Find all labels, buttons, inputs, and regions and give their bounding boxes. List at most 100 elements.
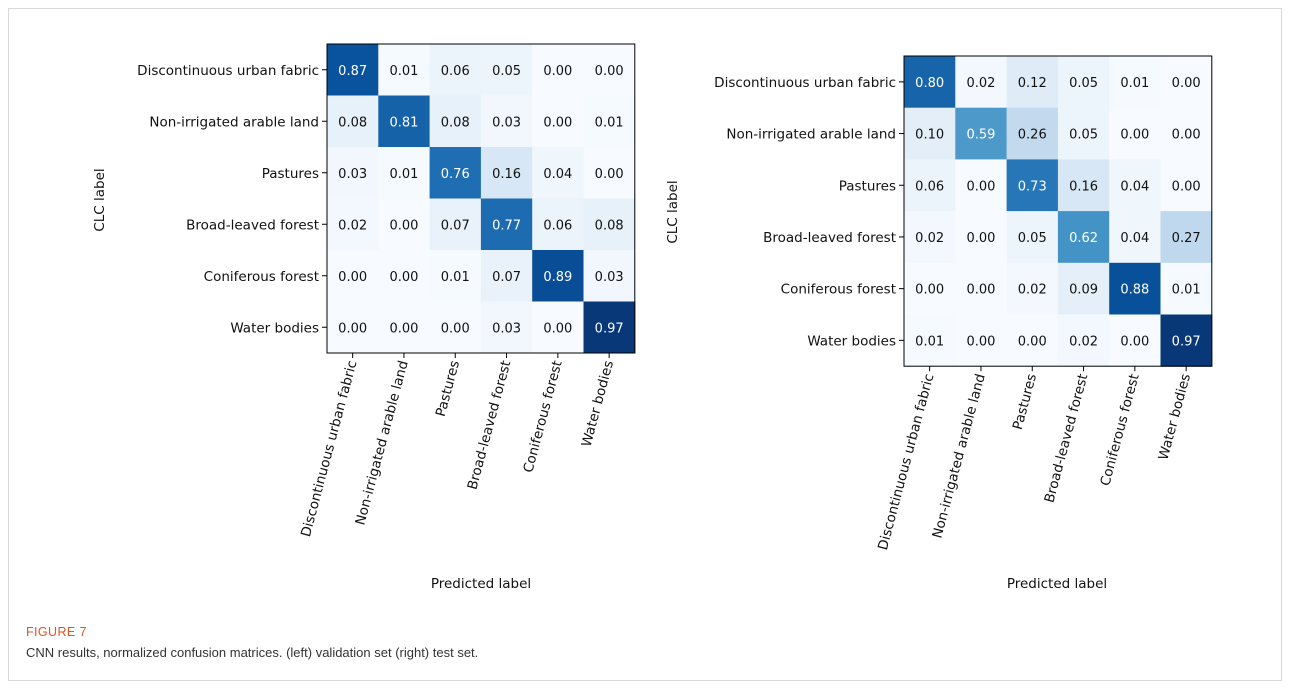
heatmap-cell — [327, 301, 379, 354]
x-tick-label: Coniferous forest — [1097, 372, 1142, 488]
cell-value-label: 0.08 — [338, 115, 367, 130]
cell-value-label: 0.00 — [1172, 128, 1201, 143]
heatmap-cell — [1109, 56, 1161, 109]
cell-value-label: 0.01 — [1172, 283, 1201, 298]
cell-value-label: 0.87 — [338, 64, 367, 79]
y-tick-label: Broad-leaved forest — [186, 217, 319, 233]
cell-value-label: 0.02 — [1018, 283, 1047, 298]
heatmap-cell — [955, 107, 1008, 160]
x-tick-label: Broad-leaved forest — [465, 359, 515, 491]
cell-value-label: 0.04 — [1120, 179, 1149, 194]
cell-value-label: 0.00 — [1120, 128, 1149, 143]
cell-value-label: 0.00 — [389, 270, 418, 285]
x-tick-label: Water bodies — [1156, 372, 1194, 462]
x-tick-label: Water bodies — [579, 359, 617, 449]
heatmap-cell — [1160, 262, 1213, 315]
cell-value-label: 0.00 — [915, 283, 944, 298]
heatmap-cell — [429, 198, 482, 251]
cell-value-label: 0.00 — [1120, 334, 1149, 349]
cell-value-label: 0.89 — [543, 270, 572, 285]
y-tick-label: Pastures — [262, 166, 319, 182]
heatmap-cell — [955, 262, 1008, 315]
heatmap-cell — [1160, 56, 1213, 109]
cell-value-label: 0.27 — [1172, 231, 1201, 246]
heatmap-cell — [904, 107, 956, 160]
heatmap-cell — [378, 198, 431, 251]
cell-value-label: 0.00 — [389, 218, 418, 233]
cell-value-label: 0.02 — [1069, 334, 1098, 349]
cell-value-label: 0.00 — [338, 270, 367, 285]
y-tick-label: Pastures — [839, 178, 896, 194]
heatmap-cell — [1006, 262, 1059, 315]
cell-value-label: 0.05 — [1069, 76, 1098, 91]
cell-value-label: 0.01 — [389, 64, 418, 79]
cell-value-label: 0.06 — [543, 218, 572, 233]
heatmap-cell — [904, 211, 956, 264]
cell-value-label: 0.00 — [595, 64, 624, 79]
heatmap-cell — [480, 95, 533, 148]
cell-value-label: 0.02 — [338, 218, 367, 233]
heatmap-cell — [532, 198, 584, 251]
cell-value-label: 0.06 — [915, 179, 944, 194]
cell-value-label: 0.00 — [966, 283, 995, 298]
heatmap-cell — [1160, 107, 1213, 160]
cell-value-label: 0.01 — [441, 270, 470, 285]
heatmap-cell — [1006, 211, 1059, 264]
cell-value-label: 0.06 — [441, 64, 470, 79]
x-axis-label: Predicted label — [1007, 576, 1107, 592]
heatmap-cell — [583, 198, 636, 251]
heatmap-cell — [955, 314, 1008, 367]
heatmap-cell — [378, 147, 431, 199]
cell-value-label: 0.12 — [1018, 76, 1047, 91]
heatmap-cell — [480, 44, 533, 96]
heatmap-cell — [1109, 159, 1161, 212]
heatmap-cell — [378, 44, 431, 96]
y-tick-label: Discontinuous urban fabric — [137, 63, 319, 79]
heatmap-cell — [904, 314, 956, 367]
cell-value-label: 0.62 — [1069, 231, 1098, 246]
cell-value-label: 0.02 — [966, 76, 995, 91]
heatmap-cell — [429, 301, 482, 354]
cell-value-label: 0.00 — [1018, 334, 1047, 349]
heatmap-cell — [429, 95, 482, 148]
heatmap-cell — [327, 95, 379, 148]
heatmap-cell — [327, 250, 379, 302]
heatmap-cell — [327, 198, 379, 251]
heatmap-cell — [1057, 314, 1110, 367]
x-tick-label: Pastures — [1010, 372, 1040, 431]
cell-value-label: 0.16 — [492, 167, 521, 182]
heatmap-cell — [378, 301, 431, 354]
cell-value-label: 0.08 — [441, 115, 470, 130]
heatmap-cell — [1160, 314, 1213, 367]
cell-value-label: 0.00 — [338, 321, 367, 336]
heatmap-cell — [480, 147, 533, 199]
heatmap-cell — [904, 56, 956, 109]
y-tick-label: Non-irrigated arable land — [726, 127, 896, 143]
cell-value-label: 0.81 — [389, 115, 418, 130]
heatmap-cell — [583, 95, 636, 148]
y-tick-label: Water bodies — [230, 320, 319, 336]
y-tick-label: Coniferous forest — [204, 269, 319, 285]
heatmap-cell — [1006, 314, 1059, 367]
y-axis-label: CLC label — [665, 180, 681, 243]
heatmap-cell — [429, 250, 482, 302]
cell-value-label: 0.03 — [492, 115, 521, 130]
heatmap-cell — [532, 250, 584, 302]
cell-value-label: 0.01 — [915, 334, 944, 349]
cell-value-label: 0.97 — [1172, 334, 1201, 349]
heatmap-cell — [904, 262, 956, 315]
cell-value-label: 0.73 — [1018, 179, 1047, 194]
y-tick-label: Broad-leaved forest — [763, 230, 896, 246]
heatmap-cell — [955, 56, 1008, 109]
cell-value-label: 0.00 — [389, 321, 418, 336]
heatmap-cell — [583, 301, 636, 354]
y-axis-label: CLC label — [92, 168, 108, 231]
heatmap-cell — [1006, 107, 1059, 160]
cell-value-label: 0.05 — [1069, 128, 1098, 143]
heatmap-cell — [429, 147, 482, 199]
heatmap-cell — [480, 198, 533, 251]
cell-value-label: 0.16 — [1069, 179, 1098, 194]
y-tick-label: Non-irrigated arable land — [149, 114, 319, 130]
heatmap-cell — [583, 147, 636, 199]
